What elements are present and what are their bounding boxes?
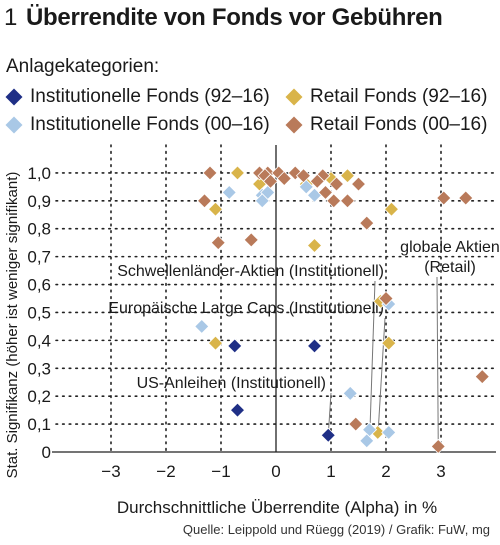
x-tick-label: −3 [101,462,120,481]
y-tick-label: 1,0 [27,164,51,183]
data-point-series-1 [381,335,397,351]
legend-label: Retail Fonds (92–16) [310,86,488,107]
data-point-series-3 [350,176,367,192]
data-point-series-3 [317,184,334,201]
data-point-series-2 [359,433,375,449]
chart-title: Überrendite von Fonds vor Gebühren [26,4,443,31]
y-tick-label: 0,6 [27,276,51,295]
axis-ticks: 0 0,1 0,2 0,3 0,4 0,5 0,6 0,7 0,8 0,9 1,0 −3 −2 −1 0 1 2… [27,164,445,481]
y-tick-label: 0,5 [27,303,51,322]
data-point-series-3 [378,290,394,307]
y-tick-label: 0,9 [27,192,51,211]
y-axis-label: Stat. Signifikanz (höher ist weniger sig… [4,172,21,479]
y-tick-label: 0,7 [27,248,51,267]
data-point-series-1 [207,335,224,351]
data-point-series-3 [210,235,226,251]
data-point-series-2 [194,318,210,334]
data-point-series-3 [202,165,218,181]
x-tick-label: 0 [271,462,280,481]
data-point-series-2 [221,184,237,201]
data-point-series-2 [298,179,314,195]
y-tick-label: 0 [42,443,51,462]
legend-heading: Anlagekategorien: [6,56,160,77]
x-tick-label: 3 [436,462,445,481]
legend-label: Institutionelle Fonds (92–16) [30,86,270,107]
data-point-series-3 [295,168,312,184]
data-point-series-3 [430,438,446,454]
y-tick-label: 0,3 [27,359,51,378]
y-tick-label: 0,1 [27,415,51,434]
annotation-label: globale Aktien [400,239,500,256]
data-point-series-3 [348,416,364,432]
data-point-series-0 [229,402,246,418]
data-point-series-3 [359,215,375,231]
data-point-series-3 [309,173,325,189]
data-point-series-1 [306,237,323,254]
data-point-series-3 [196,193,213,209]
grid-lines [52,144,497,453]
legend-label: Institutionelle Fonds (00–16) [30,114,270,135]
data-point-series-3 [276,170,292,187]
data-point-series-3 [326,193,342,209]
legend-label: Retail Fonds (00–16) [310,114,488,135]
data-point-series-1 [383,201,400,217]
data-point-series-3 [328,176,345,192]
data-point-series-1 [229,165,246,181]
data-point-series-3 [436,190,452,206]
annotation-label: (Retail) [424,259,476,276]
x-tick-label: −1 [211,462,230,481]
data-points [194,165,490,454]
x-tick-label: 1 [326,462,335,481]
annotation-leader-line [377,317,386,439]
data-point-series-2 [342,385,358,401]
y-tick-label: 0,8 [27,220,51,239]
data-point-series-0 [320,427,336,443]
annotation-leader-line [369,280,376,444]
annotation-label: Europäische Large Caps (Institutionell) [108,300,384,317]
x-tick-label: 2 [381,462,390,481]
x-tick-label: −2 [156,462,175,481]
data-point-series-0 [227,338,243,354]
annotation-leader-line [436,276,439,444]
data-point-series-1 [339,168,356,184]
y-tick-label: 0,2 [27,387,51,406]
chart-number: 1 [4,4,18,31]
data-point-series-1 [207,201,224,217]
data-point-series-3 [243,232,259,248]
data-point-series-3 [262,173,279,189]
data-point-series-3 [474,369,490,385]
data-point-series-3 [339,193,356,209]
annotation-label: US-Anleihen (Institutionell) [137,375,326,392]
x-axis-label: Durchschnittliche Überrendite (Alpha) in… [117,498,437,517]
source-note: Quelle: Leippold und Rüegg (2019) / Graf… [182,522,490,537]
data-point-series-2 [381,424,397,441]
annotation-label: Schwellenländer-Aktien (Institutionell) [117,263,384,280]
annotations: Schwellenländer-Aktien (Institutionell) E… [108,239,500,444]
data-point-series-0 [306,338,323,354]
data-point-series-3 [458,190,474,206]
y-tick-label: 0,4 [27,331,51,350]
data-point-series-2 [254,193,270,209]
